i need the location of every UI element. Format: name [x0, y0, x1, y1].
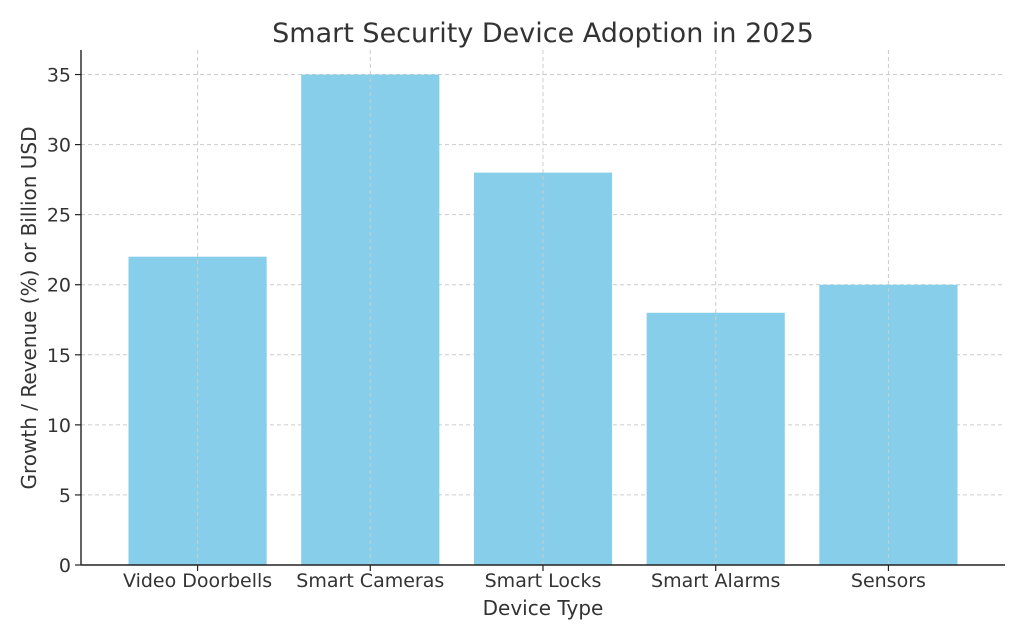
x-tick-label: Sensors: [851, 570, 926, 592]
x-axis-label: Device Type: [483, 596, 604, 620]
y-tick-label: 5: [59, 485, 71, 507]
x-tick-label: Smart Locks: [485, 570, 602, 592]
chart-title: Smart Security Device Adoption in 2025: [272, 18, 814, 49]
x-tick-label: Video Doorbells: [123, 570, 272, 592]
y-tick-label: 0: [59, 555, 71, 577]
x-tick-label: Smart Alarms: [651, 570, 780, 592]
y-tick-label: 10: [47, 415, 71, 437]
y-tick-label: 15: [47, 345, 71, 367]
y-tick-label: 35: [47, 65, 71, 87]
y-axis-label: Growth / Revenue (%) or Billion USD: [17, 126, 41, 489]
axes: [75, 50, 1005, 571]
x-tick-label: Smart Cameras: [296, 570, 444, 592]
tick-labels: 0 5 10 15 20 25 30 35 Video Doorbells Smart Camer…: [47, 65, 926, 592]
y-tick-label: 20: [47, 275, 71, 297]
y-tick-label: 30: [47, 135, 71, 157]
y-tick-label: 25: [47, 205, 71, 227]
